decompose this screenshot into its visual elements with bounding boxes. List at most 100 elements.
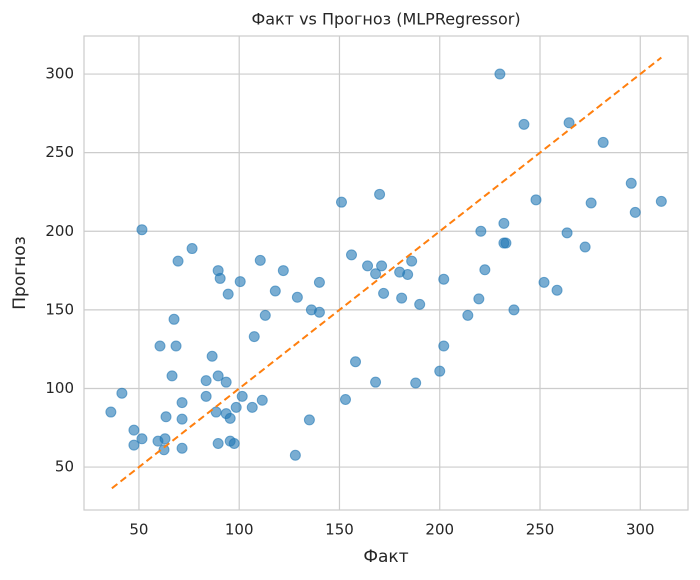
- point: [494, 68, 506, 80]
- point: [154, 340, 166, 352]
- point: [551, 284, 563, 296]
- y-tick-label: 200: [45, 222, 74, 240]
- point: [339, 393, 351, 405]
- point: [374, 188, 386, 200]
- point: [378, 287, 390, 299]
- point: [498, 217, 510, 229]
- point: [166, 370, 178, 382]
- point: [234, 276, 246, 288]
- point: [212, 437, 224, 449]
- point: [585, 197, 597, 209]
- point: [254, 254, 266, 266]
- point: [538, 276, 550, 288]
- point: [438, 273, 450, 285]
- point: [313, 306, 325, 318]
- point: [206, 350, 218, 362]
- point: [105, 406, 117, 418]
- point: [256, 394, 268, 406]
- point: [563, 117, 575, 129]
- point: [248, 331, 260, 343]
- point: [370, 268, 382, 280]
- point: [498, 237, 510, 249]
- point: [176, 413, 188, 425]
- point: [210, 406, 222, 418]
- point: [277, 265, 289, 277]
- point: [518, 118, 530, 130]
- point: [376, 260, 388, 272]
- x-axis-label: Факт: [363, 547, 408, 567]
- point: [579, 241, 591, 253]
- point: [370, 376, 382, 388]
- point: [625, 177, 637, 189]
- point: [346, 249, 358, 261]
- y-tick-label: 150: [45, 300, 74, 318]
- point: [176, 397, 188, 409]
- x-tick-label: 200: [425, 521, 454, 539]
- point: [200, 375, 212, 387]
- point: [222, 288, 234, 300]
- point: [246, 401, 258, 413]
- point: [160, 411, 172, 423]
- point: [289, 449, 301, 461]
- point: [200, 390, 212, 402]
- reference-line: [111, 56, 662, 490]
- point: [128, 439, 140, 451]
- point: [655, 195, 667, 207]
- point: [291, 291, 303, 303]
- y-tick-label: 250: [45, 143, 74, 161]
- point: [212, 370, 224, 382]
- point: [158, 444, 170, 456]
- point: [176, 442, 188, 454]
- point: [228, 437, 240, 449]
- point: [508, 304, 520, 316]
- point: [313, 276, 325, 288]
- point: [414, 298, 426, 310]
- y-tick-label: 300: [45, 65, 74, 83]
- point: [479, 264, 491, 276]
- point: [170, 340, 182, 352]
- point: [186, 243, 198, 255]
- point: [462, 309, 474, 321]
- point: [220, 376, 232, 388]
- point: [597, 136, 609, 148]
- point: [136, 224, 148, 236]
- y-tick-label: 50: [55, 458, 74, 476]
- point: [335, 196, 347, 208]
- plot-frame: [83, 35, 689, 511]
- point: [116, 387, 128, 399]
- chart-title: Факт vs Прогноз (MLPRegressor): [251, 10, 520, 29]
- point: [396, 292, 408, 304]
- point: [438, 340, 450, 352]
- point: [561, 227, 573, 239]
- point: [214, 272, 226, 284]
- y-tick-label: 100: [45, 379, 74, 397]
- point: [224, 412, 236, 424]
- point: [128, 424, 140, 436]
- point: [269, 285, 281, 297]
- point: [159, 433, 171, 445]
- point: [402, 268, 414, 280]
- point: [236, 390, 248, 402]
- x-tick-label: 150: [325, 521, 354, 539]
- x-tick-label: 250: [526, 521, 555, 539]
- point: [406, 255, 418, 267]
- point: [434, 365, 446, 377]
- point: [350, 356, 362, 368]
- point: [629, 206, 641, 218]
- point: [530, 194, 542, 206]
- x-tick-label: 100: [225, 521, 254, 539]
- point: [303, 414, 315, 426]
- point: [475, 225, 487, 237]
- point: [172, 255, 184, 267]
- point: [362, 260, 374, 272]
- point: [168, 313, 180, 325]
- point: [410, 377, 422, 389]
- point: [473, 293, 485, 305]
- point: [136, 433, 148, 445]
- x-tick-label: 50: [129, 521, 148, 539]
- point: [259, 309, 271, 321]
- y-axis-label: Прогноз: [10, 236, 30, 309]
- point: [230, 401, 242, 413]
- x-tick-label: 300: [626, 521, 655, 539]
